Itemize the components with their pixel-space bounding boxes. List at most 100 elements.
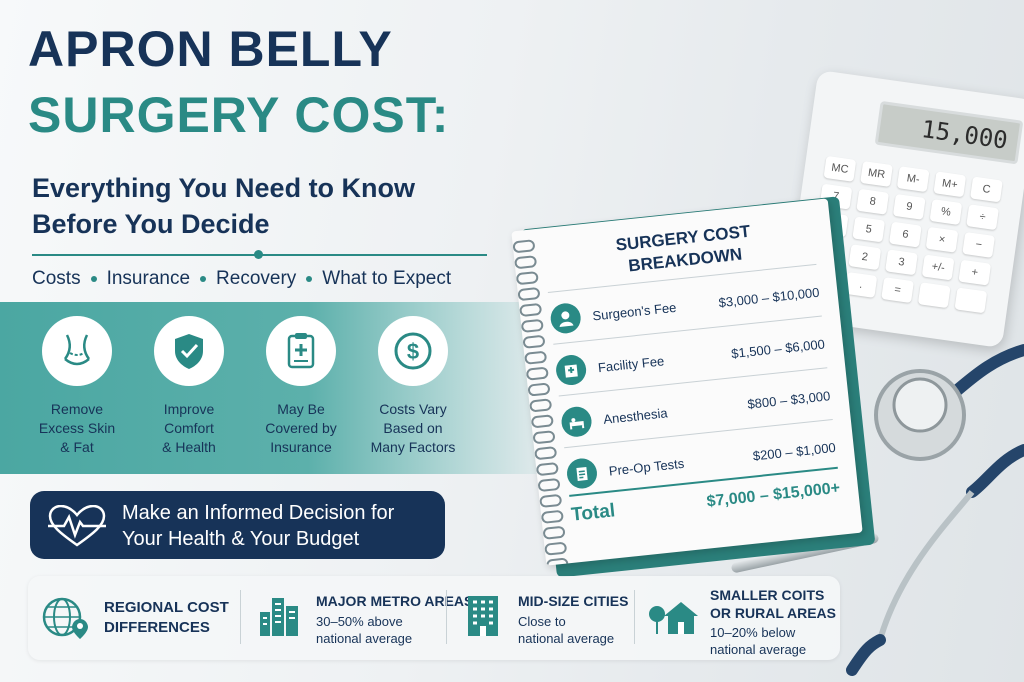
bullet-dot [200, 276, 207, 282]
cta-line-1: Make an Informed Decision for [122, 502, 395, 524]
insurance-card-icon [266, 316, 336, 386]
notebook-title: SURGERY COST BREAKDOWN [553, 214, 816, 285]
calculator-key: C [970, 176, 1003, 203]
feature-costs-vary: $ Costs Vary Based on Many Factors [358, 316, 468, 457]
calculator-key: − [962, 231, 996, 258]
total-value: $7,000 – $15,000+ [705, 479, 841, 511]
cost-name: Surgeon's Fee [591, 299, 678, 323]
separator [240, 590, 241, 644]
calculator-key: . [844, 271, 878, 298]
feature-label: & Fat [60, 439, 94, 455]
calculator-key: 6 [889, 221, 922, 248]
calculator-key: M+ [933, 171, 967, 198]
svg-text:$: $ [407, 339, 419, 364]
surgeon-icon [549, 301, 583, 335]
heart-pulse-icon [46, 504, 108, 552]
calculator-display: 15,000 [874, 100, 1024, 165]
region-desc: national average [710, 642, 807, 657]
regional-heading-line-2: DIFFERENCES [104, 619, 210, 636]
divider-dot [254, 250, 263, 259]
feature-label: Costs Vary [379, 401, 447, 417]
separator [634, 590, 635, 644]
feature-label: & Health [162, 439, 216, 455]
hospital-icon [554, 353, 588, 387]
calculator-key: M- [896, 166, 930, 193]
cta-line-2: Your Health & Your Budget [122, 528, 360, 550]
cost-price: $1,500 – $6,000 [730, 335, 826, 361]
calculator-key: MC [823, 155, 857, 182]
cost-price: $3,000 – $10,000 [717, 284, 821, 310]
waist-icon [42, 316, 112, 386]
calculator-key [917, 282, 951, 309]
regional-heading-line-1: REGIONAL COST [104, 599, 229, 616]
region-desc: national average [518, 631, 615, 646]
region-rural: SMALLER COITS OR RURAL AREAS 10–20% belo… [710, 586, 836, 658]
region-major-metro: MAJOR METRO AREAS 30–50% above national … [316, 592, 473, 647]
subtitle-line-2: Before You Decide [32, 209, 270, 239]
tagline-item: Costs [32, 268, 81, 289]
cta-text: Make an Informed Decision for Your Healt… [122, 500, 442, 552]
feature-comfort: Improve Comfort & Health [134, 316, 244, 457]
feature-label: Remove [50, 401, 104, 417]
regional-strip [28, 576, 840, 660]
bed-icon [560, 405, 594, 439]
region-title: SMALLER COITS [710, 587, 825, 603]
calculator-key: + [958, 259, 992, 286]
feature-label: Comfort [164, 420, 214, 436]
title-line-1: APRON BELLY [28, 21, 393, 77]
tagline-item: What to Expect [322, 268, 452, 289]
calculator-key: MR [860, 161, 893, 187]
region-desc: 30–50% above [316, 614, 403, 629]
cost-name: Anesthesia [602, 404, 669, 427]
bullet-dot [306, 276, 313, 282]
feature-label: Covered by [265, 420, 337, 436]
clipboard-icon [565, 456, 599, 490]
separator [446, 590, 447, 644]
region-title: MAJOR METRO AREAS [316, 593, 474, 609]
calculator-key: +/- [921, 254, 955, 281]
total-label: Total [570, 500, 617, 526]
feature-label: Excess Skin [38, 420, 116, 436]
subtitle-line-1: Everything You Need to Know [32, 173, 416, 203]
cost-row: Anesthesia $800 – $3,000 [560, 375, 833, 443]
feature-label: May Be [277, 401, 325, 417]
calculator-key: % [929, 199, 963, 226]
calculator-key: 9 [892, 193, 926, 220]
cost-row: Pre-Op Tests $200 – $1,000 [565, 427, 838, 495]
tagline-item: Insurance [106, 268, 191, 289]
cost-name: Facility Fee [597, 352, 665, 375]
region-desc: 10–20% below [710, 625, 796, 640]
feature-remove-skin: Remove Excess Skin & Fat [22, 316, 132, 457]
building-icon [460, 592, 506, 643]
feature-label: Based on [383, 420, 443, 436]
cost-price: $200 – $1,000 [752, 439, 837, 463]
feature-label: Improve [163, 401, 215, 417]
stethoscope-icon [846, 344, 1024, 676]
subtitle: Everything You Need to Know Before You D… [32, 170, 552, 242]
calculator-key: 2 [848, 244, 882, 271]
region-title: OR RURAL AREAS [710, 605, 837, 621]
calculator-key: × [925, 226, 959, 253]
calculator-key: 8 [856, 188, 890, 215]
skyscrapers-icon [256, 592, 302, 643]
dollar-icon: $ [378, 316, 448, 386]
cost-name: Pre-Op Tests [608, 455, 685, 479]
title-line-2: SURGERY COST: [28, 87, 450, 143]
cost-price: $800 – $3,000 [746, 387, 831, 412]
cost-row: Facility Fee $1,500 – $6,000 [554, 324, 827, 392]
shield-check-icon [154, 316, 224, 386]
globe-pin-icon [40, 595, 92, 646]
bullet-dot [90, 276, 97, 282]
region-title: MID-SIZE CITIES [518, 593, 629, 609]
house-tree-icon [648, 596, 698, 643]
tagline-item: Recovery [216, 268, 297, 289]
region-mid-size: MID-SIZE CITIES Close to national averag… [518, 592, 628, 647]
tagline: Costs Insurance Recovery What to Expect [32, 268, 451, 290]
cost-row: Surgeon's Fee $3,000 – $10,000 [549, 272, 822, 340]
calculator-key [954, 287, 988, 314]
region-desc: Close to [518, 614, 566, 629]
calculator-key: 5 [852, 216, 886, 243]
feature-label: Insurance [270, 439, 332, 455]
region-desc: national average [316, 631, 413, 646]
calculator-key: 3 [885, 249, 918, 276]
